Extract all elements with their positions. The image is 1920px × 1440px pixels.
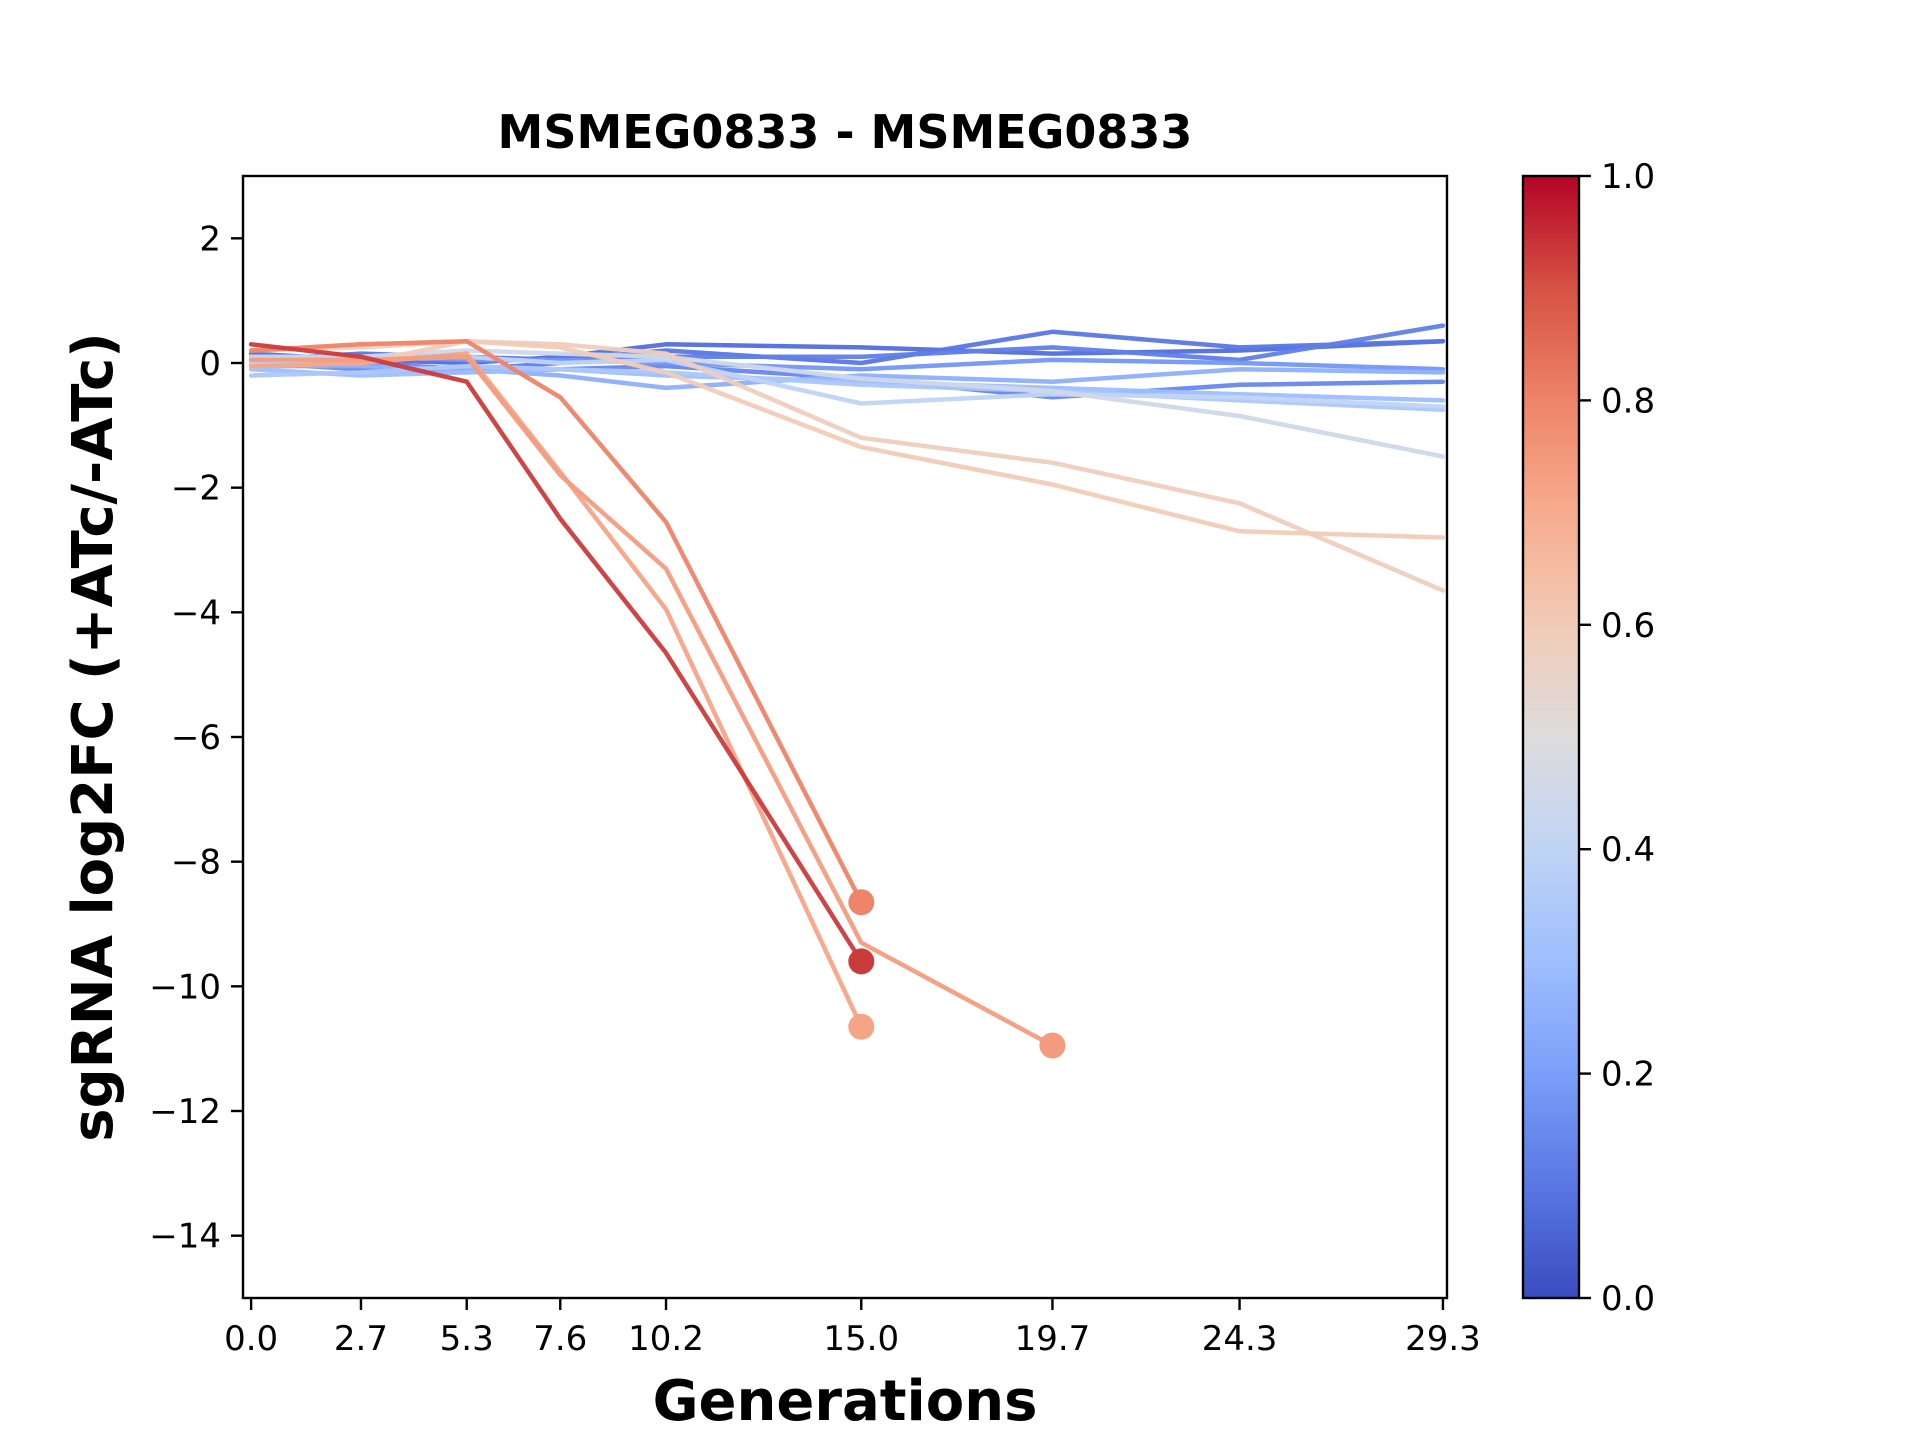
colorbar-tick-label: 0.6 [1601,606,1655,646]
x-tick-label: 15.0 [823,1319,899,1359]
x-tick-label: 24.3 [1202,1319,1278,1359]
series-line-14 [248,354,1055,1048]
colorbar [1521,174,1581,1300]
y-axis: 2 0 −2 −4 −6 −8 −10 −12 −14 [149,219,243,1257]
y-tick-label: −4 [171,593,221,633]
x-tick-label: 10.2 [628,1319,704,1359]
colorbar-tick-label: 0.2 [1601,1055,1655,1095]
y-tick-label: −12 [149,1092,221,1132]
x-tick-label: 5.3 [440,1319,494,1359]
y-tick-label: −8 [171,843,221,883]
series-lines [248,323,1446,1059]
series-line-13 [248,351,864,1030]
y-tick-label: 0 [199,344,221,384]
y-tick-label: −2 [171,469,221,509]
series-end-marker-16 [848,948,875,975]
x-tick-label: 29.3 [1405,1319,1481,1359]
x-axis-label: Generations [653,1369,1038,1434]
colorbar-tick-label: 1.0 [1601,157,1655,197]
colorbar-tick-label: 0.4 [1601,830,1655,870]
series-line-15 [248,338,864,905]
series-end-marker-14 [1039,1032,1066,1059]
x-tick-label: 2.7 [334,1319,388,1359]
x-tick-label: 19.7 [1015,1319,1091,1359]
colorbar-tick-label: 0.8 [1601,381,1655,421]
series-end-marker-15 [848,889,875,916]
series-end-marker-13 [848,1013,875,1040]
x-tick-label: 0.0 [224,1319,278,1359]
series-line-7 [248,366,1446,403]
colorbar-axis: 0.0 0.2 0.4 0.6 0.8 1.0 [1579,157,1655,1319]
y-axis-label: sgRNA log2FC (+ATc/-ATc) [61,332,126,1142]
x-tick-label: 7.6 [533,1319,587,1359]
y-tick-label: −14 [149,1217,221,1257]
y-tick-label: −10 [149,967,221,1007]
colorbar-tick-label: 0.0 [1601,1279,1655,1319]
series-line-12 [248,338,1446,540]
x-axis: 0.0 2.7 5.3 7.6 10.2 15.0 19.7 24.3 29.3 [224,1298,1481,1359]
series-line-16 [248,342,864,964]
chart-title: MSMEG0833 - MSMEG0833 [498,105,1193,159]
y-tick-label: −6 [171,718,221,758]
y-tick-label: 2 [199,219,221,259]
